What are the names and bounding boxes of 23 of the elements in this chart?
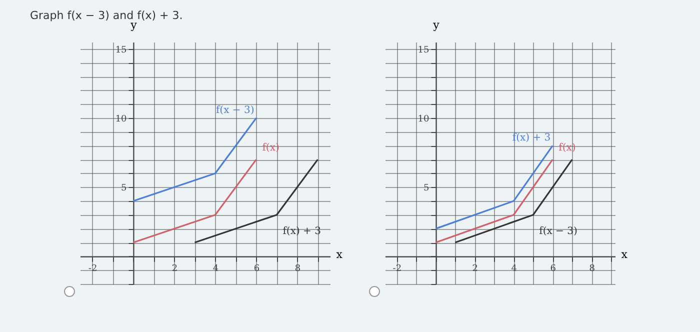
series-label: f(x − 3) [216, 105, 254, 116]
x-tick-label: -2 [392, 264, 402, 274]
x-tick-label: 2 [472, 264, 478, 274]
y-tick-label: 5 [423, 184, 430, 194]
y-tick-label: 15 [418, 45, 430, 56]
x-axis-title: x [621, 248, 628, 261]
series-label: f(x) + 3 [512, 132, 551, 144]
y-tick-label: 10 [418, 114, 430, 125]
x-tick-label: 2 [172, 264, 178, 274]
x-axis-title: x [336, 248, 344, 261]
y-tick-label: 10 [115, 114, 128, 125]
series-label: f(x − 3) [539, 226, 578, 237]
x-tick-label: 6 [254, 264, 260, 274]
series-label: f(x) + 3 [282, 226, 321, 237]
y-tick-label: 15 [115, 45, 128, 56]
x-tick-label: -2 [88, 264, 98, 274]
x-tick-label: 6 [550, 264, 556, 274]
y-tick-label: 5 [121, 184, 128, 194]
x-tick-label: 8 [589, 264, 596, 274]
x-tick-label: 4 [511, 264, 518, 274]
x-tick-label: 4 [212, 264, 219, 274]
y-axis-title: y [432, 18, 440, 32]
x-tick-label: 8 [294, 264, 301, 274]
